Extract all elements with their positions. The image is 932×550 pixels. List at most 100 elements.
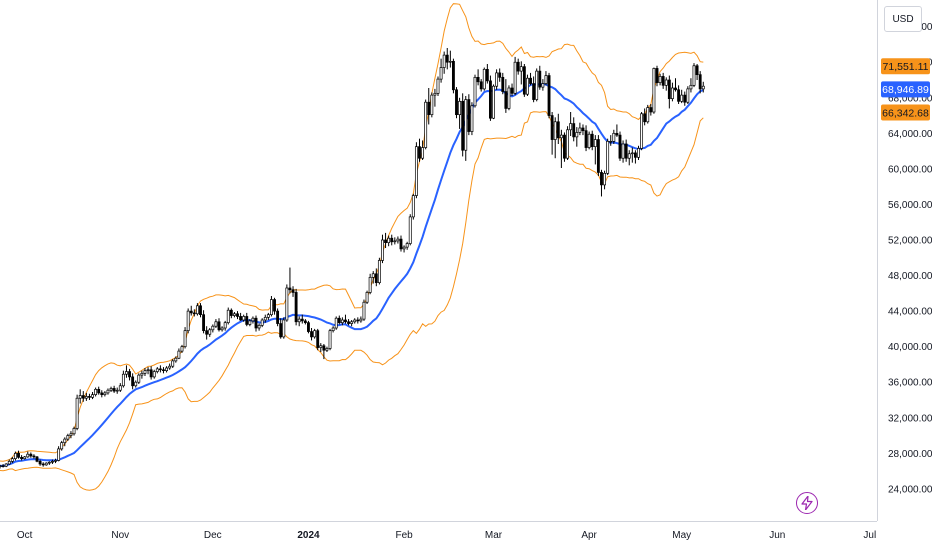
candle[interactable] — [492, 84, 495, 120]
candle[interactable] — [618, 131, 622, 161]
candle[interactable] — [451, 58, 455, 94]
candle[interactable] — [251, 316, 255, 324]
candle[interactable] — [402, 245, 406, 253]
candle[interactable] — [670, 82, 674, 102]
candle[interactable] — [325, 346, 329, 352]
candle[interactable] — [91, 392, 94, 400]
candle[interactable] — [489, 75, 492, 121]
candle[interactable] — [374, 268, 378, 287]
candle[interactable] — [411, 193, 415, 220]
candle[interactable] — [0, 464, 2, 469]
candle[interactable] — [1, 464, 5, 468]
candle[interactable] — [652, 67, 656, 114]
candle[interactable] — [189, 305, 193, 316]
candle[interactable] — [353, 318, 357, 324]
candle[interactable] — [479, 79, 483, 92]
candle[interactable] — [319, 343, 323, 352]
candle[interactable] — [344, 314, 347, 324]
candle[interactable] — [158, 365, 162, 373]
candle[interactable] — [174, 356, 178, 363]
candle[interactable] — [57, 446, 61, 462]
candle[interactable] — [655, 65, 659, 87]
candle[interactable] — [100, 390, 104, 398]
candle[interactable] — [279, 318, 283, 339]
candle[interactable] — [282, 317, 286, 339]
candle[interactable] — [578, 122, 582, 136]
candle[interactable] — [35, 456, 39, 463]
candle[interactable] — [559, 129, 563, 168]
candle[interactable] — [621, 140, 625, 163]
candle[interactable] — [387, 235, 391, 247]
candle[interactable] — [627, 150, 631, 166]
candle[interactable] — [239, 312, 243, 321]
candle[interactable] — [288, 267, 292, 294]
candle[interactable] — [640, 112, 644, 151]
candle[interactable] — [661, 72, 665, 89]
candle[interactable] — [510, 83, 514, 96]
candle[interactable] — [23, 456, 27, 460]
candle[interactable] — [337, 315, 341, 325]
candle[interactable] — [32, 454, 36, 459]
candle[interactable] — [146, 367, 150, 375]
candle[interactable] — [418, 138, 421, 162]
candle[interactable] — [75, 394, 79, 431]
candle[interactable] — [310, 328, 313, 341]
candle[interactable] — [541, 79, 545, 91]
candle[interactable] — [106, 388, 110, 395]
candle[interactable] — [405, 241, 409, 250]
candle[interactable] — [362, 299, 366, 321]
candle[interactable] — [529, 72, 532, 86]
candle[interactable] — [473, 74, 477, 108]
candle[interactable] — [630, 147, 634, 163]
candle[interactable] — [424, 99, 428, 150]
candle[interactable] — [590, 130, 594, 151]
candle[interactable] — [322, 344, 326, 360]
candle[interactable] — [615, 124, 619, 137]
candle[interactable] — [128, 368, 131, 381]
candle[interactable] — [683, 91, 687, 106]
candle[interactable] — [149, 366, 153, 380]
candle[interactable] — [109, 386, 113, 392]
candle[interactable] — [535, 68, 539, 102]
candle[interactable] — [199, 303, 202, 318]
candle[interactable] — [365, 290, 369, 304]
candle[interactable] — [47, 461, 51, 465]
candle[interactable] — [458, 97, 462, 129]
candle[interactable] — [430, 92, 434, 118]
candle[interactable] — [313, 328, 317, 339]
candle[interactable] — [606, 138, 610, 176]
candle[interactable] — [547, 72, 551, 119]
candle[interactable] — [7, 459, 11, 465]
candle[interactable] — [316, 328, 320, 351]
candle[interactable] — [381, 234, 384, 264]
candle[interactable] — [112, 385, 116, 393]
candle[interactable] — [470, 102, 474, 136]
candle[interactable] — [643, 108, 647, 126]
candle[interactable] — [396, 236, 400, 244]
candle[interactable] — [390, 234, 394, 246]
candle[interactable] — [575, 127, 579, 147]
candle[interactable] — [54, 458, 57, 464]
candle[interactable] — [137, 373, 141, 384]
candle[interactable] — [192, 309, 196, 317]
candle[interactable] — [88, 393, 91, 400]
candle[interactable] — [217, 318, 221, 332]
candle[interactable] — [593, 135, 597, 165]
time-axis[interactable]: Oct Nov Dec 2024 Feb Mar Apr May Jun Jul — [17, 530, 876, 541]
candle[interactable] — [334, 316, 338, 330]
candle[interactable] — [436, 76, 440, 96]
candle[interactable] — [566, 126, 569, 160]
candle[interactable] — [633, 150, 637, 164]
candle[interactable] — [347, 319, 350, 326]
candle[interactable] — [84, 392, 88, 401]
candle[interactable] — [260, 318, 264, 328]
candle[interactable] — [81, 391, 85, 402]
candle[interactable] — [550, 112, 554, 155]
candle[interactable] — [581, 124, 585, 136]
candle[interactable] — [427, 88, 431, 125]
candle[interactable] — [69, 431, 73, 439]
candle[interactable] — [476, 69, 480, 86]
candle[interactable] — [214, 319, 218, 328]
candle[interactable] — [414, 142, 418, 199]
candle[interactable] — [177, 348, 181, 360]
